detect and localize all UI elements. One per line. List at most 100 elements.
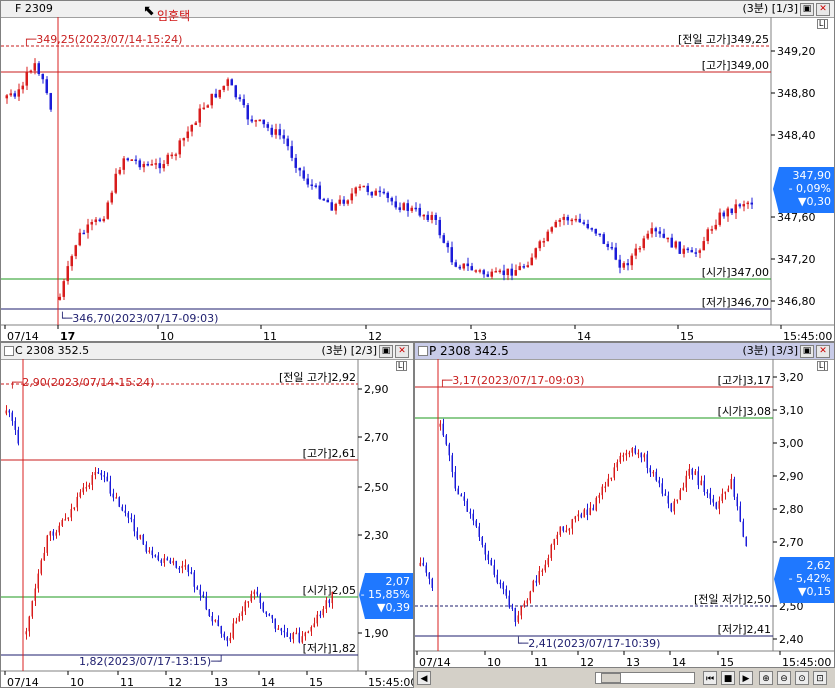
scroll-end-icon[interactable]: ⏮ xyxy=(703,671,717,685)
candle-body xyxy=(280,628,282,631)
extreme-marker: ┌─349,25(2023/07/14-15:24) xyxy=(23,33,182,46)
scroll-left-icon[interactable]: ◀ xyxy=(417,671,431,685)
candle-body xyxy=(592,507,594,511)
scale-toggle-icon[interactable]: L| xyxy=(816,19,828,29)
level-label: [전일 저가]2,50 xyxy=(694,592,771,606)
candle-body xyxy=(532,580,534,592)
candle-body xyxy=(205,596,207,610)
candle-body xyxy=(182,138,185,141)
candle-body xyxy=(522,266,525,268)
candle-body xyxy=(46,535,48,553)
candle-body xyxy=(714,224,717,230)
candle-body xyxy=(162,163,165,169)
candle-body xyxy=(5,95,8,99)
pane-titlebar[interactable]: C 2308 352.5 (3분) [2/3] ▣ ✕ xyxy=(1,343,413,360)
candle-body xyxy=(277,628,279,630)
pane-titlebar[interactable]: P 2308 342.5 (3분) [3/3] ▣ ✕ xyxy=(415,343,834,360)
candle-body xyxy=(378,190,381,193)
candle-body xyxy=(682,487,684,491)
candle-body xyxy=(628,452,630,455)
candle-body xyxy=(138,160,141,168)
candle-body xyxy=(637,452,639,455)
y-tick-label: 346,80 xyxy=(777,295,816,308)
candle-body xyxy=(259,594,261,603)
candle-body xyxy=(734,204,737,214)
candle-body xyxy=(25,631,27,635)
candle-body xyxy=(478,270,481,272)
maximize-icon[interactable]: ▣ xyxy=(800,3,814,16)
call-option-chart[interactable]: 2,90 2,70 2,50 2,30 1,90 07/14 10 11 12 13 14 15 15:… xyxy=(1,359,413,687)
candle-body xyxy=(115,497,117,499)
candle-body xyxy=(706,229,709,242)
pane-checkbox[interactable] xyxy=(4,346,14,356)
candle-body xyxy=(430,215,433,220)
pane-titlebar[interactable]: F 2309 (3분) [1/3] ▣ ✕ xyxy=(1,1,834,18)
candle-body xyxy=(610,246,613,249)
candle-body xyxy=(598,233,601,236)
x-tick-label: 11 xyxy=(534,656,548,668)
candle-body xyxy=(114,173,117,193)
candle-body xyxy=(658,231,661,234)
zoom-out-icon[interactable]: ⊖ xyxy=(777,671,791,685)
candle-body xyxy=(194,122,197,126)
candle-body xyxy=(506,268,509,276)
candle-body xyxy=(222,85,225,90)
candle-body xyxy=(448,444,450,456)
candle-body xyxy=(49,531,51,536)
close-icon[interactable]: ✕ xyxy=(816,3,830,16)
candle-body xyxy=(520,606,522,616)
scroll-thumb[interactable] xyxy=(601,673,621,683)
y-tick-label: 347,20 xyxy=(777,253,816,266)
candle-body xyxy=(442,423,444,436)
candle-body xyxy=(703,480,705,492)
chart-pane-put[interactable]: P 2308 342.5 (3분) [3/3] ▣ ✕ L| 3,20 3,10 3… xyxy=(414,342,835,668)
candle-body xyxy=(286,138,289,147)
maximize-icon[interactable]: ▣ xyxy=(800,345,814,358)
zoom-reset-icon[interactable]: ⊙ xyxy=(795,671,809,685)
chart-pane-futures[interactable]: F 2309 (3분) [1/3] ▣ ✕ L| 349,20 348,80 348… xyxy=(0,0,835,342)
candle-body xyxy=(31,600,33,617)
close-icon[interactable]: ✕ xyxy=(816,345,830,358)
candle-body xyxy=(178,140,181,155)
candle-body xyxy=(178,567,180,570)
candle-body xyxy=(342,199,345,204)
pane-title: F 2309 xyxy=(15,2,53,15)
put-option-chart[interactable]: 3,20 3,10 3,00 2,90 2,80 2,70 2,50 2,40 07/14 10 1… xyxy=(415,359,834,668)
candle-body xyxy=(250,119,253,122)
candle-body xyxy=(646,454,648,468)
zoom-fit-icon[interactable]: ⊡ xyxy=(813,671,827,685)
scroll-right-icon[interactable]: ▶ xyxy=(739,671,753,685)
candle-body xyxy=(460,494,462,497)
pane-checkbox[interactable] xyxy=(418,346,428,356)
candle-body xyxy=(454,262,457,267)
level-label: [저가]346,70 xyxy=(702,296,769,309)
level-label: [고가]2,61 xyxy=(303,447,356,460)
maximize-icon[interactable]: ▣ xyxy=(379,345,393,358)
extreme-marker: 1,82(2023/07/17-13:15)─┘ xyxy=(79,654,224,668)
stop-icon[interactable]: ■ xyxy=(721,671,735,685)
candle-body xyxy=(346,200,349,204)
candle-body xyxy=(142,163,145,168)
candle-body xyxy=(589,507,591,515)
candle-body xyxy=(458,266,461,269)
scale-toggle-icon[interactable]: L| xyxy=(816,361,828,371)
candle-body xyxy=(640,452,642,458)
candle-body xyxy=(700,480,702,486)
candle-body xyxy=(304,632,306,637)
candle-body xyxy=(733,478,735,497)
candle-body xyxy=(634,248,637,256)
chart-pane-call[interactable]: C 2308 352.5 (3분) [2/3] ▣ ✕ L| 2,90 2,70 2… xyxy=(0,342,414,688)
candle-body xyxy=(451,455,453,472)
close-icon[interactable]: ✕ xyxy=(395,345,409,358)
candle-body xyxy=(170,154,173,157)
futures-chart[interactable]: 349,20 348,80 348,40 347,60 347,20 346,80 07/1… xyxy=(1,17,834,342)
candle-body xyxy=(109,481,111,494)
candle-body xyxy=(481,536,483,545)
scale-toggle-icon[interactable]: L| xyxy=(395,361,407,371)
candle-body xyxy=(590,228,593,230)
y-tick-label: 2,70 xyxy=(779,536,804,549)
candle-body xyxy=(738,204,741,207)
candle-body xyxy=(91,475,93,485)
zoom-in-icon[interactable]: ⊕ xyxy=(759,671,773,685)
candle-body xyxy=(618,259,621,268)
